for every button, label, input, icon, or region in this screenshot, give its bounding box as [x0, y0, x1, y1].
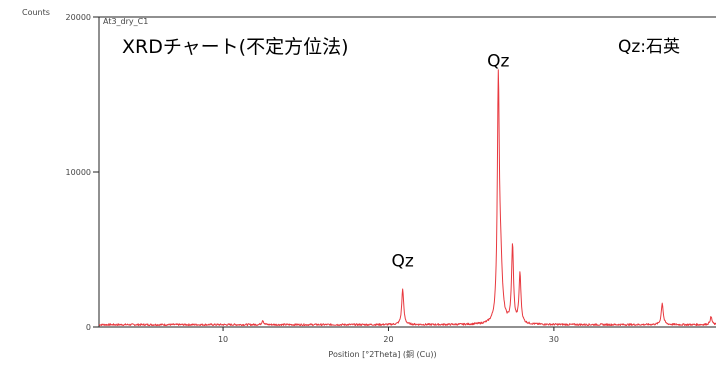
- y-tick-label: 0: [86, 323, 91, 332]
- xrd-series-line: [98, 69, 716, 327]
- y-axis-title: Counts: [22, 8, 50, 17]
- sample-name: At3_dry_C1: [103, 17, 148, 26]
- legend-note: Qz:石英: [618, 37, 680, 57]
- x-tick-label: 10: [218, 335, 228, 344]
- x-axis-title: Position [°2Theta] (銅 (Cu)): [328, 349, 436, 359]
- y-tick-label: 10000: [66, 168, 91, 177]
- peak-annotation: Qz: [487, 52, 509, 72]
- y-tick-label: 20000: [66, 13, 91, 22]
- chart-title: XRDチャート(不定方位法): [122, 36, 348, 58]
- peak-annotation: Qz: [392, 252, 414, 272]
- x-tick-label: 20: [383, 335, 393, 344]
- x-tick-label: 30: [549, 335, 559, 344]
